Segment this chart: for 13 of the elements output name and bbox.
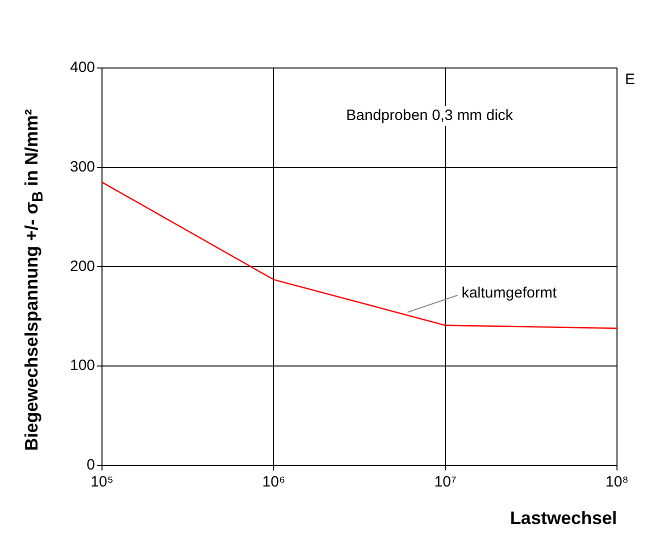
y-tick-label: 400 bbox=[70, 59, 96, 76]
y-tick-label: 100 bbox=[70, 357, 96, 374]
x-tick-label: 10⁷ bbox=[434, 474, 456, 491]
series-label: kaltumgeformt bbox=[462, 284, 558, 302]
annotation: Bandproben 0,3 mm dick bbox=[346, 107, 514, 124]
x-tick-label: 10⁵ bbox=[90, 474, 114, 491]
text: E bbox=[624, 71, 635, 88]
y-tick-label: 200 bbox=[70, 258, 96, 275]
y-tick-label: 0 bbox=[86, 456, 96, 474]
x-tick-label: 10⁸ bbox=[605, 474, 629, 491]
y-tick-label: 300 bbox=[70, 158, 96, 176]
x-tick-label: 10⁶ bbox=[262, 474, 286, 491]
x-axis-title: Lastwechsel bbox=[510, 508, 617, 528]
